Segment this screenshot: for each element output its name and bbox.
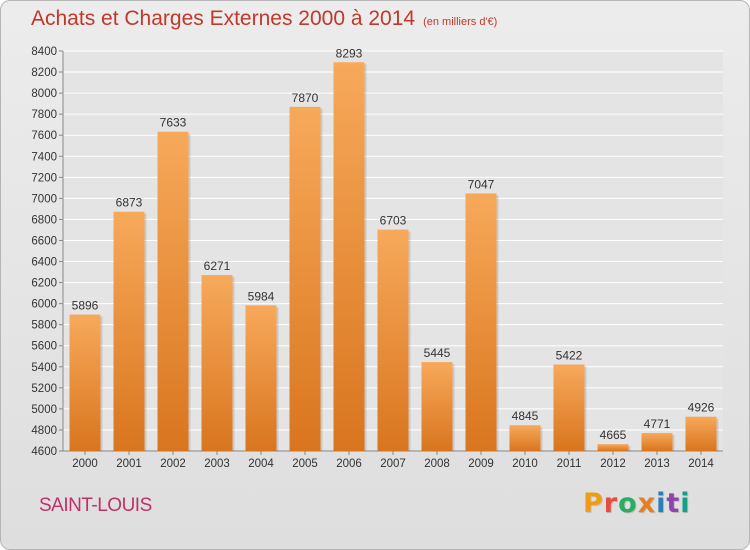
data-label: 6271 xyxy=(204,259,231,273)
data-label: 5984 xyxy=(248,289,275,303)
y-tick-label: 6200 xyxy=(31,278,57,290)
data-label: 4926 xyxy=(688,401,715,415)
city-label: SAINT-LOUIS xyxy=(39,495,152,516)
bar xyxy=(289,106,321,451)
data-label: 4845 xyxy=(512,409,539,423)
x-tick-label: 2011 xyxy=(557,458,582,470)
x-tick-label: 2004 xyxy=(248,458,274,470)
y-tick-label: 5000 xyxy=(31,404,57,416)
y-tick-label: 5200 xyxy=(31,383,57,395)
logo-letter: x xyxy=(637,488,657,519)
proxiti-logo: Proxiti xyxy=(583,488,691,519)
data-label: 4665 xyxy=(600,428,627,442)
y-tick-label: 8000 xyxy=(31,88,57,100)
logo-letter: i xyxy=(680,488,691,519)
data-label: 5422 xyxy=(556,348,583,362)
logo-letter: t xyxy=(666,488,681,519)
y-tick-label: 6400 xyxy=(31,257,57,269)
bar xyxy=(553,364,585,451)
data-label: 7047 xyxy=(468,177,495,191)
x-tick-label: 2010 xyxy=(512,458,538,470)
x-tick-label: 2008 xyxy=(424,458,450,470)
y-tick-label: 6800 xyxy=(31,214,57,226)
bar xyxy=(333,62,365,452)
bar xyxy=(597,444,629,451)
x-tick-label: 2002 xyxy=(160,458,186,470)
y-tick-label: 5800 xyxy=(31,320,57,332)
y-tick-label: 4600 xyxy=(31,446,57,458)
bar xyxy=(641,433,673,451)
bar xyxy=(465,193,497,451)
x-tick-label: 2001 xyxy=(116,458,142,470)
y-tick-label: 6600 xyxy=(31,235,57,247)
data-label: 4771 xyxy=(644,417,671,431)
data-label: 6873 xyxy=(116,196,143,210)
data-label: 6703 xyxy=(380,214,407,228)
x-tick-label: 2013 xyxy=(644,458,670,470)
y-tick-label: 5600 xyxy=(31,341,57,353)
y-tick-label: 8200 xyxy=(31,67,57,79)
chart-title: Achats et Charges Externes 2000 à 2014 (e… xyxy=(31,7,497,31)
y-tick-label: 8400 xyxy=(31,46,57,58)
bar xyxy=(509,425,541,451)
y-tick-label: 7200 xyxy=(31,172,57,184)
x-tick-label: 2009 xyxy=(468,458,494,470)
y-tick-label: 4800 xyxy=(31,425,57,437)
x-tick-label: 2000 xyxy=(72,458,98,470)
y-tick-label: 7000 xyxy=(31,193,57,205)
data-label: 8293 xyxy=(336,46,363,60)
data-label: 5445 xyxy=(424,346,451,360)
bar xyxy=(157,131,189,451)
x-tick-label: 2006 xyxy=(336,458,362,470)
y-tick-label: 7800 xyxy=(31,109,57,121)
bar xyxy=(113,211,145,451)
data-label: 7870 xyxy=(292,91,319,105)
bar xyxy=(69,314,101,451)
chart-subtitle: (en milliers d'€) xyxy=(423,16,498,28)
data-label: 7633 xyxy=(160,116,187,130)
x-tick-label: 2005 xyxy=(292,458,318,470)
logo-letter: r xyxy=(603,488,619,519)
bar xyxy=(685,416,717,451)
bar xyxy=(421,362,453,451)
logo-letter: P xyxy=(583,488,604,519)
bar xyxy=(245,305,277,451)
y-tick-label: 5400 xyxy=(31,362,57,374)
bar xyxy=(377,229,409,451)
x-tick-label: 2003 xyxy=(204,458,230,470)
y-tick-label: 7600 xyxy=(31,130,57,142)
data-label: 5896 xyxy=(72,299,99,313)
title-text: Achats et Charges Externes 2000 à 2014 xyxy=(31,7,416,30)
logo-letter: o xyxy=(618,488,638,519)
y-tick-label: 7400 xyxy=(31,151,57,163)
x-tick-label: 2014 xyxy=(688,458,714,470)
x-tick-label: 2012 xyxy=(600,458,626,470)
x-tick-label: 2007 xyxy=(380,458,406,470)
y-tick-label: 6000 xyxy=(31,299,57,311)
bar xyxy=(201,275,233,451)
logo-letter: i xyxy=(656,488,667,519)
